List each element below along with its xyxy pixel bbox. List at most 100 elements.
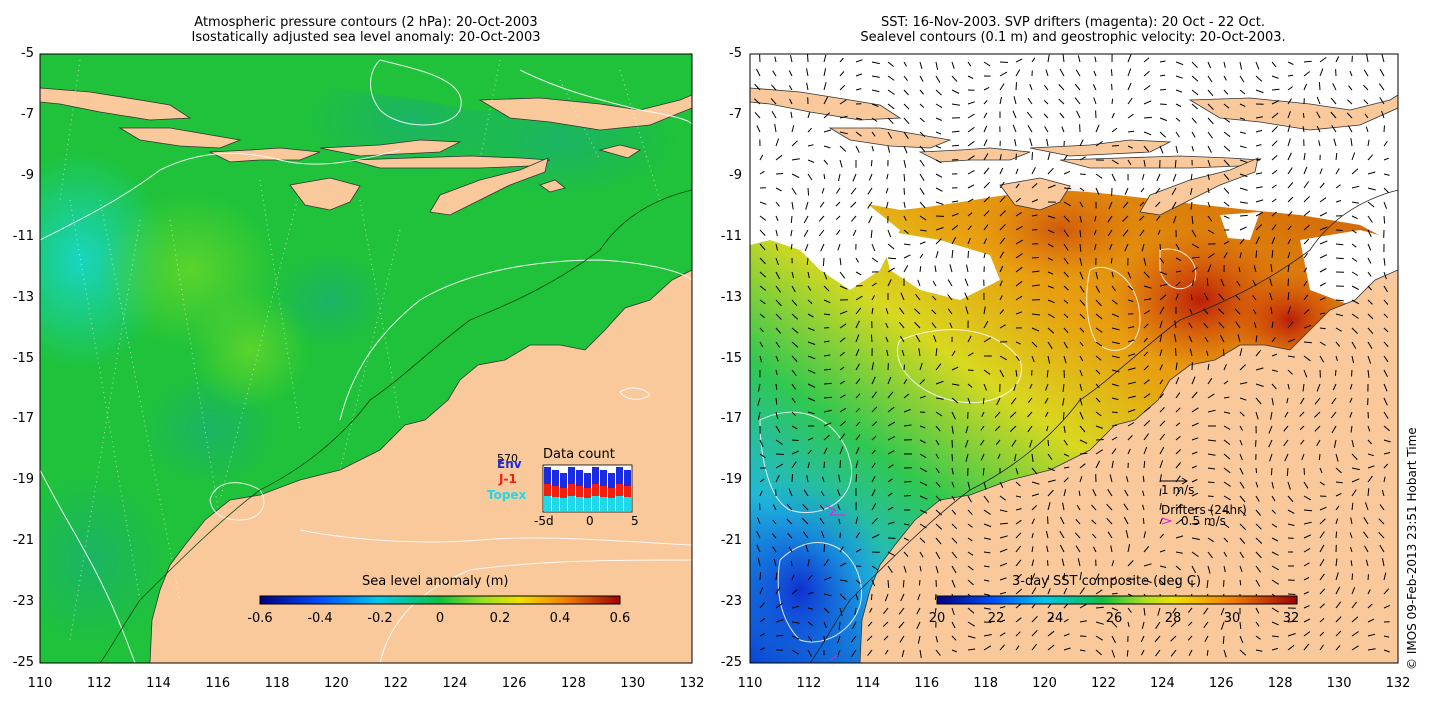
velocity-arrow — [1239, 61, 1243, 70]
velocity-arrow — [1223, 380, 1229, 385]
velocity-arrow — [1095, 411, 1102, 417]
velocity-arrow — [983, 153, 989, 161]
bathymetry-line — [99, 189, 692, 663]
velocity-arrow — [951, 523, 958, 530]
velocity-arrow — [1319, 544, 1325, 553]
velocity-arrow — [1031, 327, 1040, 332]
velocity-arrow — [1316, 111, 1321, 119]
velocity-arrow — [1142, 504, 1145, 511]
velocity-arrow — [1047, 479, 1056, 483]
velocity-arrow — [807, 285, 812, 291]
velocity-arrow — [1077, 55, 1081, 63]
velocity-arrow — [1235, 321, 1241, 329]
velocity-arrow — [999, 61, 1009, 63]
velocity-arrow — [887, 436, 896, 441]
velocity-arrow — [1318, 82, 1321, 91]
velocity-arrow — [1335, 327, 1342, 332]
lon-tick: 116 — [914, 676, 940, 691]
velocity-arrow — [822, 476, 825, 483]
velocity-arrow — [1271, 321, 1274, 329]
velocity-arrow — [869, 607, 873, 613]
velocity-arrow — [1191, 565, 1197, 574]
velocity-arrow — [967, 126, 975, 133]
velocity-arrow — [1255, 397, 1262, 405]
velocity-arrow — [1127, 145, 1133, 149]
velocity-arrow — [999, 223, 1006, 231]
velocity-arrow — [1092, 84, 1097, 91]
velocity-arrow — [1319, 327, 1326, 330]
velocity-arrow — [1314, 425, 1321, 432]
velocity-arrow — [887, 89, 895, 95]
velocity-arrow — [759, 299, 766, 305]
velocity-arrow — [999, 71, 1008, 77]
velocity-arrow — [839, 546, 844, 553]
velocity-arrow — [967, 250, 969, 259]
velocity-arrow — [871, 243, 876, 252]
land-australia-left — [149, 269, 692, 663]
velocity-arrow — [983, 369, 991, 375]
velocity-arrow — [1206, 350, 1209, 357]
velocity-arrow — [887, 61, 894, 67]
velocity-arrow — [1191, 376, 1196, 385]
velocity-arrow — [1255, 481, 1259, 488]
lat-tick: -13 — [12, 289, 34, 305]
velocity-arrow — [1173, 215, 1177, 224]
velocity-arrow — [1207, 103, 1214, 111]
velocity-arrow — [1015, 369, 1018, 377]
velocity-arrow — [1095, 606, 1104, 609]
velocity-arrow — [1367, 465, 1375, 469]
velocity-arrow — [1143, 116, 1152, 119]
velocity-arrow — [807, 635, 813, 642]
velocity-arrow — [1079, 587, 1086, 595]
velocity-arrow — [1367, 369, 1370, 378]
velocity-arrow — [838, 518, 841, 525]
velocity-arrow — [887, 75, 895, 81]
velocity-arrow — [1015, 631, 1021, 637]
velocity-arrow — [1287, 481, 1291, 490]
velocity-arrow — [1031, 313, 1040, 316]
velocity-arrow — [1287, 620, 1296, 623]
velocity-arrow — [1318, 140, 1321, 147]
velocity-arrow — [1346, 112, 1353, 119]
velocity-arrow — [1271, 537, 1279, 542]
velocity-arrow — [1127, 299, 1134, 302]
right-title-line2: Sealevel contours (0.1 m) and geostrophi… — [860, 30, 1286, 45]
velocity-arrow — [967, 113, 975, 119]
velocity-arrow — [983, 210, 990, 217]
velocity-arrow — [966, 264, 969, 273]
velocity-arrow — [803, 229, 809, 238]
sst-tick: 22 — [987, 611, 1005, 626]
velocity-arrow — [935, 227, 944, 231]
velocity-arrow — [1013, 383, 1017, 392]
velocity-arrow — [1031, 559, 1035, 567]
velocity-arrow — [1063, 313, 1069, 319]
velocity-arrow — [1155, 201, 1161, 208]
velocity-arrow — [1095, 397, 1101, 403]
velocity-arrow — [775, 154, 783, 161]
velocity-arrow — [919, 395, 926, 399]
velocity-arrow — [1367, 271, 1372, 277]
velocity-arrow — [1270, 264, 1273, 273]
velocity-arrow — [791, 473, 793, 483]
velocity-arrow — [791, 383, 797, 390]
velocity-arrow — [791, 425, 798, 430]
velocity-arrow — [1079, 463, 1086, 469]
velocity-arrow — [1349, 532, 1353, 539]
velocity-arrow — [1255, 495, 1260, 502]
velocity-arrow — [851, 649, 857, 657]
velocity-arrow — [1141, 621, 1145, 630]
velocity-arrow — [1271, 112, 1279, 119]
velocity-arrow — [1015, 467, 1019, 475]
velocity-arrow — [1302, 383, 1305, 392]
velocity-arrow — [1063, 355, 1067, 364]
velocity-arrow — [1223, 145, 1231, 152]
velocity-arrow — [756, 68, 761, 77]
velocity-arrow — [1204, 337, 1209, 343]
velocity-arrow — [1127, 113, 1134, 119]
velocity-arrow — [951, 383, 960, 386]
velocity-arrow — [1203, 607, 1209, 615]
velocity-arrow — [1010, 397, 1017, 405]
velocity-arrow — [1031, 587, 1037, 595]
velocity-arrow — [1123, 503, 1129, 511]
lon-tick: 130 — [1326, 676, 1352, 691]
